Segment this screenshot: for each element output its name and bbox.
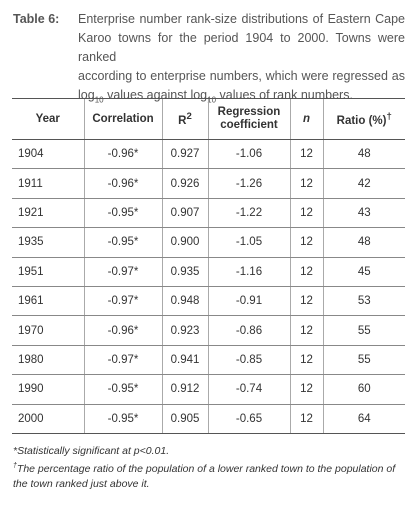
table-label: Table 6: bbox=[13, 12, 60, 26]
dagger-mark: † bbox=[13, 462, 17, 470]
table-row: 1970 -0.96* 0.923 -0.86 12 55 bbox=[12, 315, 405, 346]
superscript: 2 bbox=[186, 111, 192, 123]
cell-n: 12 bbox=[289, 286, 323, 317]
cell-regression-coefficient: -1.06 bbox=[207, 139, 290, 170]
cell-ratio: 55 bbox=[322, 315, 405, 346]
cell-year: 1921 bbox=[12, 198, 84, 229]
table-row: 1961 -0.97* 0.948 -0.91 12 53 bbox=[12, 286, 405, 317]
cell-correlation: -0.95* bbox=[83, 227, 162, 258]
cell-regression-coefficient: -1.05 bbox=[207, 227, 290, 258]
cell-r2: 0.912 bbox=[161, 374, 208, 405]
footnote-ratio-text: The percentage ratio of the population o… bbox=[13, 463, 396, 490]
cell-r2: 0.907 bbox=[161, 198, 208, 229]
cell-correlation: -0.95* bbox=[83, 374, 162, 405]
cell-correlation: -0.95* bbox=[83, 404, 162, 434]
cell-year: 1970 bbox=[12, 315, 84, 346]
cell-ratio: 42 bbox=[322, 168, 405, 199]
cell-n: 12 bbox=[289, 168, 323, 199]
cell-r2: 0.926 bbox=[161, 168, 208, 199]
cell-n: 12 bbox=[289, 227, 323, 258]
cell-ratio: 48 bbox=[322, 139, 405, 170]
cell-ratio: 43 bbox=[322, 198, 405, 229]
cell-n: 12 bbox=[289, 345, 323, 376]
table-row: 1921 -0.95* 0.907 -1.22 12 43 bbox=[12, 198, 405, 229]
caption-line: Enterprise number rank-size distribution… bbox=[78, 12, 405, 26]
cell-r2: 0.905 bbox=[161, 404, 208, 434]
cell-ratio: 48 bbox=[322, 227, 405, 258]
table-row: 1935 -0.95* 0.900 -1.05 12 48 bbox=[12, 227, 405, 258]
table-body: 1904 -0.96* 0.927 -1.06 12 48 1911 -0.96* 0.926-… bbox=[12, 139, 405, 434]
column-header-ratio: Ratio (%)† bbox=[322, 98, 405, 140]
cell-year: 1911 bbox=[12, 168, 84, 199]
cell-correlation: -0.96* bbox=[83, 315, 162, 346]
cell-year: 1980 bbox=[12, 345, 84, 376]
cell-ratio: 64 bbox=[322, 404, 405, 434]
cell-ratio: 53 bbox=[322, 286, 405, 317]
table-caption: Table 6: Enterprise number rank-size dis… bbox=[13, 10, 405, 104]
table-row: 1911 -0.96* 0.926 -1.26 12 42 bbox=[12, 168, 405, 199]
table-row: 1904 -0.96* 0.927 -1.06 12 48 bbox=[12, 139, 405, 170]
cell-year: 1951 bbox=[12, 257, 84, 287]
cell-regression-coefficient: -0.74 bbox=[207, 374, 290, 405]
cell-regression-coefficient: -0.85 bbox=[207, 345, 290, 376]
cell-regression-coefficient: -0.65 bbox=[207, 404, 290, 434]
cell-ratio: 55 bbox=[322, 345, 405, 376]
cell-year: 1935 bbox=[12, 227, 84, 258]
cell-r2: 0.927 bbox=[161, 139, 208, 170]
column-header-regression-coefficient: Regression coefficient bbox=[207, 98, 290, 140]
header-text: Regression bbox=[217, 106, 281, 118]
footnote-significance: *Statistically significant at p<0.01. bbox=[13, 445, 170, 457]
cell-regression-coefficient: -1.16 bbox=[207, 257, 290, 287]
cell-regression-coefficient: -1.26 bbox=[207, 168, 290, 199]
cell-r2: 0.948 bbox=[161, 286, 208, 317]
cell-correlation: -0.96* bbox=[83, 168, 162, 199]
cell-r2: 0.935 bbox=[161, 257, 208, 287]
cell-n: 12 bbox=[289, 198, 323, 229]
data-table: Year Correlation R2 Regression coefficien… bbox=[12, 98, 405, 434]
cell-year: 2000 bbox=[12, 404, 84, 434]
table-row: 1951 -0.97* 0.935 -1.16 12 45 bbox=[12, 257, 405, 287]
column-header-n: n bbox=[289, 98, 323, 140]
cell-correlation: -0.97* bbox=[83, 286, 162, 317]
superscript: † bbox=[386, 111, 392, 123]
footnote-ratio: †The percentage ratio of the population … bbox=[13, 462, 405, 492]
header-text: coefficient bbox=[220, 119, 278, 131]
caption-line: Karoo towns for the period 1904 to 2000.… bbox=[78, 31, 405, 64]
table-header-row: Year Correlation R2 Regression coefficien… bbox=[12, 98, 405, 140]
cell-r2: 0.923 bbox=[161, 315, 208, 346]
column-header-r2: R2 bbox=[161, 98, 208, 140]
header-text: Ratio (%) bbox=[336, 114, 387, 127]
cell-n: 12 bbox=[289, 139, 323, 170]
cell-correlation: -0.97* bbox=[83, 257, 162, 287]
cell-r2: 0.900 bbox=[161, 227, 208, 258]
cell-n: 12 bbox=[289, 404, 323, 434]
table-row: 2000 -0.95* 0.905 -0.65 12 64 bbox=[12, 404, 405, 434]
cell-correlation: -0.97* bbox=[83, 345, 162, 376]
header-text: R bbox=[178, 114, 187, 127]
cell-n: 12 bbox=[289, 374, 323, 405]
table-row: 1990 -0.95* 0.912 -0.74 12 60 bbox=[12, 374, 405, 405]
cell-ratio: 60 bbox=[322, 374, 405, 405]
caption-line: according to enterprise numbers, which w… bbox=[78, 69, 405, 83]
cell-ratio: 45 bbox=[322, 257, 405, 287]
cell-correlation: -0.95* bbox=[83, 198, 162, 229]
cell-n: 12 bbox=[289, 257, 323, 287]
column-header-year: Year bbox=[12, 98, 84, 140]
cell-year: 1904 bbox=[12, 139, 84, 170]
cell-year: 1961 bbox=[12, 286, 84, 317]
column-header-correlation: Correlation bbox=[83, 98, 162, 140]
cell-regression-coefficient: -0.86 bbox=[207, 315, 290, 346]
table-row: 1980 -0.97* 0.941 -0.85 12 55 bbox=[12, 345, 405, 376]
cell-correlation: -0.96* bbox=[83, 139, 162, 170]
cell-year: 1990 bbox=[12, 374, 84, 405]
table-caption-text: Enterprise number rank-size distribution… bbox=[78, 10, 405, 105]
cell-regression-coefficient: -0.91 bbox=[207, 286, 290, 317]
cell-regression-coefficient: -1.22 bbox=[207, 198, 290, 229]
cell-n: 12 bbox=[289, 315, 323, 346]
cell-r2: 0.941 bbox=[161, 345, 208, 376]
